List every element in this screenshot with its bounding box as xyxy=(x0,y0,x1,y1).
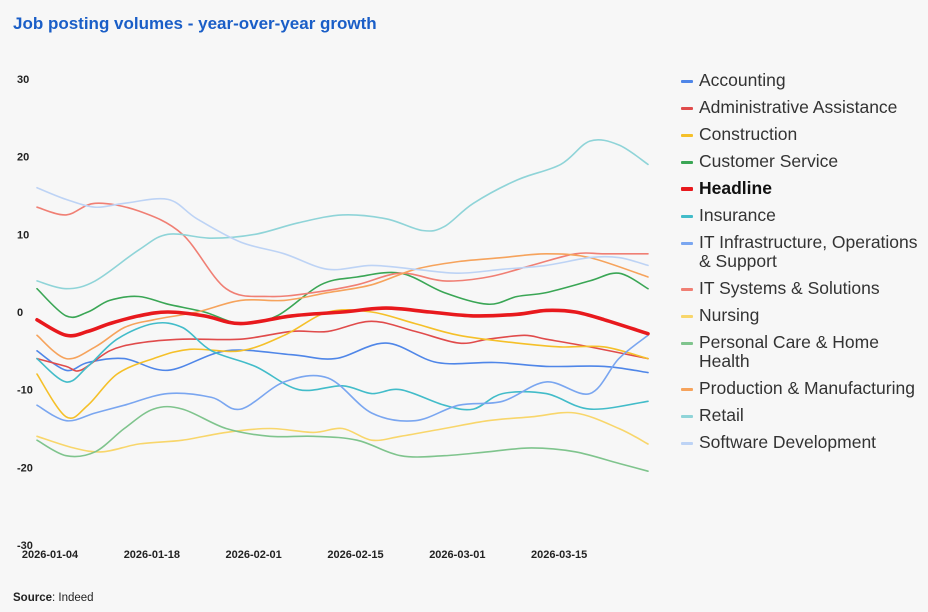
legend-label: IT Infrastructure, Operations & Support xyxy=(699,232,918,271)
legend-item[interactable]: Retail xyxy=(681,406,921,425)
y-tick-label: 30 xyxy=(17,74,29,86)
source-note: Source: Indeed xyxy=(13,592,94,604)
x-tick-label: 2026-02-15 xyxy=(327,549,383,561)
x-tick-label: 2026-03-01 xyxy=(429,549,485,561)
y-tick-label: -20 xyxy=(17,462,33,474)
legend-swatch xyxy=(681,187,693,191)
series-line-production-manufacturing xyxy=(36,253,649,360)
series-line-software-development xyxy=(36,186,649,274)
legend-item[interactable]: IT Infrastructure, Operations & Support xyxy=(681,233,921,271)
x-tick-label: 2026-02-01 xyxy=(226,549,282,561)
series-line-administrative-assistance xyxy=(36,320,649,372)
legend-item[interactable]: Accounting xyxy=(681,71,921,90)
legend-swatch xyxy=(681,415,693,418)
legend-swatch xyxy=(681,342,693,345)
legend-label: Personal Care & Home Health xyxy=(699,332,879,371)
series-line-accounting xyxy=(36,342,649,374)
series-line-headline xyxy=(35,306,650,338)
legend-item[interactable]: IT Systems & Solutions xyxy=(681,279,921,298)
source-value: : Indeed xyxy=(52,592,94,604)
source-label: Source xyxy=(13,592,52,604)
legend-swatch xyxy=(681,80,693,83)
legend-item[interactable]: Customer Service xyxy=(681,152,921,171)
legend-item[interactable]: Construction xyxy=(681,125,921,144)
legend-label: Software Development xyxy=(699,432,877,452)
legend-item[interactable]: Personal Care & Home Health xyxy=(681,333,921,371)
legend-label: Accounting xyxy=(699,70,786,90)
legend-label: Nursing xyxy=(699,305,760,325)
legend-label: Retail xyxy=(699,405,744,425)
legend-item[interactable]: Nursing xyxy=(681,306,921,325)
legend-swatch xyxy=(681,315,693,318)
series-line-it-infrastructure-operations-support xyxy=(36,334,649,422)
x-axis: 2026-01-04 2026-01-18 2026-02-01 2026-02-15… xyxy=(22,549,587,561)
legend-swatch xyxy=(681,215,693,218)
legend-label: IT Systems & Solutions xyxy=(699,278,880,298)
series-line-construction xyxy=(36,308,649,419)
y-tick-label: 10 xyxy=(17,229,29,241)
chart-title: Job posting volumes - year-over-year gro… xyxy=(13,14,377,33)
legend-swatch xyxy=(681,388,693,391)
legend-swatch xyxy=(681,242,693,245)
legend-label: Administrative Assistance xyxy=(699,97,898,117)
series-line-nursing xyxy=(36,411,649,453)
series-line-retail xyxy=(36,139,649,290)
y-tick-label: -10 xyxy=(17,385,33,397)
legend-item[interactable]: Production & Manufacturing xyxy=(681,379,921,398)
series-line-it-systems-solutions xyxy=(36,202,649,298)
y-tick-label: 20 xyxy=(17,152,29,164)
legend-swatch xyxy=(681,442,693,445)
legend-label: Insurance xyxy=(699,205,776,225)
legend: Accounting Administrative Assistance Const… xyxy=(681,71,921,460)
legend-swatch xyxy=(681,134,693,137)
legend-label: Construction xyxy=(699,124,798,144)
legend-item[interactable]: Insurance xyxy=(681,206,921,225)
y-tick-label: 0 xyxy=(17,307,23,319)
legend-label: Customer Service xyxy=(699,151,839,171)
series-line-insurance xyxy=(36,321,649,411)
x-tick-label: 2026-01-18 xyxy=(124,549,180,561)
plot-area xyxy=(35,139,650,472)
legend-label: Production & Manufacturing xyxy=(699,378,915,398)
series-line-personal-care-home-health xyxy=(36,405,649,472)
legend-swatch xyxy=(681,161,693,164)
x-tick-label: 2026-01-04 xyxy=(22,549,79,561)
legend-swatch xyxy=(681,107,693,110)
series-line-customer-service xyxy=(36,271,649,325)
legend-item[interactable]: Software Development xyxy=(681,433,921,452)
x-tick-label: 2026-03-15 xyxy=(531,549,587,561)
legend-item[interactable]: Headline xyxy=(681,179,921,198)
legend-swatch xyxy=(681,288,693,291)
legend-label: Headline xyxy=(699,178,772,198)
legend-item[interactable]: Administrative Assistance xyxy=(681,98,921,117)
y-tick-label: -30 xyxy=(17,540,33,552)
y-axis: 30 20 10 0 -10 -20 -30 xyxy=(17,74,33,552)
